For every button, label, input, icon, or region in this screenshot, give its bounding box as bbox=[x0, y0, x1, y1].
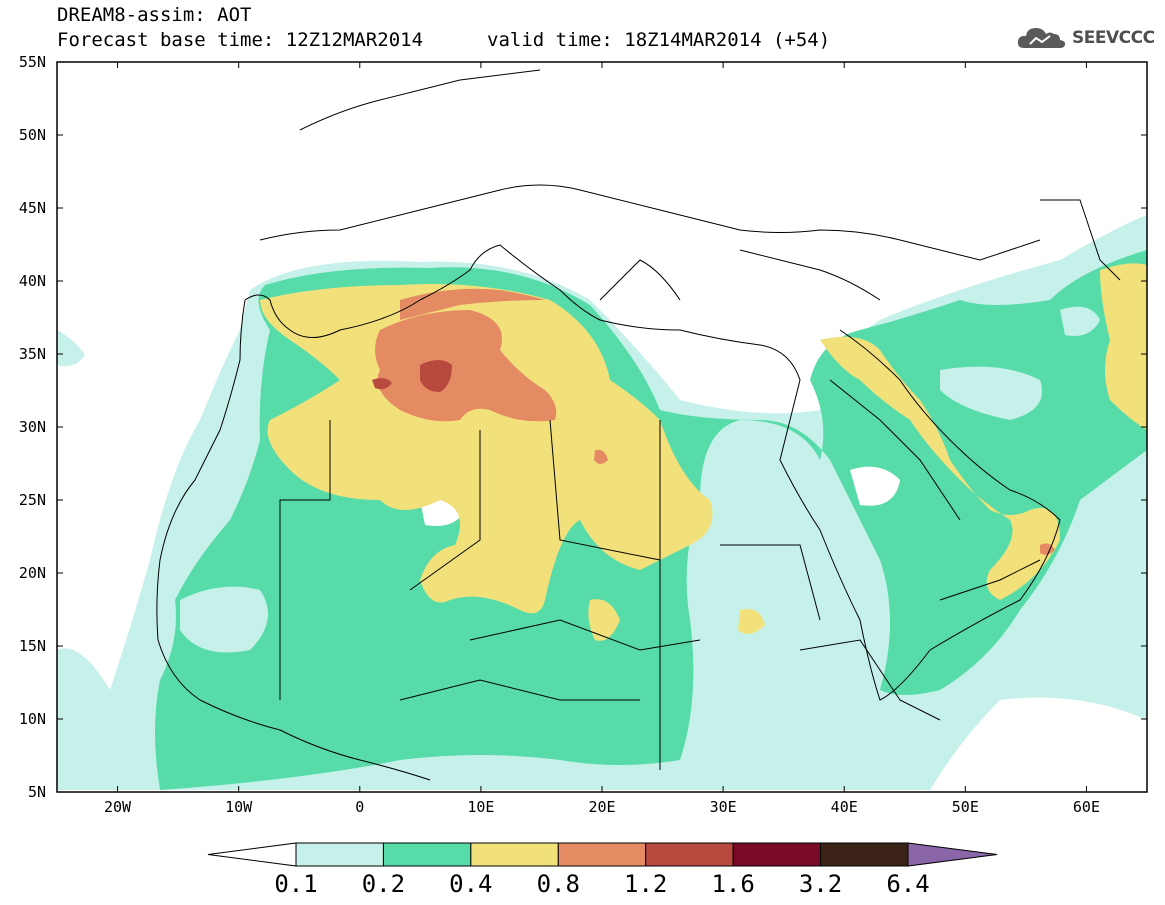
colorbar bbox=[207, 842, 998, 867]
lat-label: 55N bbox=[18, 53, 46, 71]
colorbar-box bbox=[557, 842, 647, 867]
lon-label: 0 bbox=[355, 798, 365, 816]
lat-label: 30N bbox=[18, 418, 46, 436]
lon-label: 40E bbox=[830, 798, 858, 816]
colorbar-label: 0.2 bbox=[361, 870, 406, 898]
aot-field bbox=[57, 62, 1147, 792]
lat-label: 35N bbox=[18, 345, 46, 363]
colorbar-label: 1.2 bbox=[624, 870, 668, 898]
lon-label: 10W bbox=[225, 798, 253, 816]
colorbar-box bbox=[295, 842, 384, 867]
colorbar-box bbox=[820, 842, 909, 867]
lat-label: 20N bbox=[18, 564, 46, 582]
cloud-logo-icon bbox=[1017, 28, 1066, 48]
lon-label: 10E bbox=[467, 798, 495, 816]
title-line-1: DREAM8-assim: AOT bbox=[57, 4, 252, 26]
lat-label: 40N bbox=[18, 272, 46, 290]
colorbar-min-arrow bbox=[207, 842, 297, 867]
colorbar-max-arrow bbox=[907, 842, 998, 867]
lat-label: 25N bbox=[18, 491, 46, 509]
colorbar-label: 0.4 bbox=[449, 870, 493, 898]
colorbar-box bbox=[382, 842, 472, 867]
lon-label: 60E bbox=[1072, 798, 1100, 816]
colorbar-box bbox=[645, 842, 734, 867]
lat-label: 15N bbox=[18, 637, 46, 655]
colorbar-label: 0.8 bbox=[536, 870, 580, 898]
colorbar-box bbox=[732, 842, 822, 867]
lat-label: 50N bbox=[18, 126, 46, 144]
seevccc-logo: SEEVCCC bbox=[1016, 24, 1155, 52]
colorbar-box bbox=[470, 842, 559, 867]
colorbar-label: 3.2 bbox=[798, 870, 843, 898]
logo-text: SEEVCCC bbox=[1072, 28, 1155, 48]
lon-label: 20W bbox=[104, 798, 132, 816]
coastlines bbox=[156, 69, 1121, 781]
lon-label: 20E bbox=[588, 798, 616, 816]
lat-label: 45N bbox=[18, 199, 46, 217]
lon-label: 30E bbox=[709, 798, 737, 816]
map-ticks bbox=[57, 61, 1147, 793]
lat-label: 10N bbox=[18, 710, 46, 728]
lat-label: 5N bbox=[27, 783, 46, 801]
title-valid-time: valid time: 18Z14MAR2014 (+54) bbox=[487, 29, 831, 51]
colorbar-label: 6.4 bbox=[886, 870, 930, 898]
colorbar-label: 0.1 bbox=[274, 870, 318, 898]
colorbar-label: 1.6 bbox=[711, 870, 755, 898]
lon-label: 50E bbox=[951, 798, 979, 816]
title-line-2: Forecast base time: 12Z12MAR2014 bbox=[57, 29, 424, 51]
